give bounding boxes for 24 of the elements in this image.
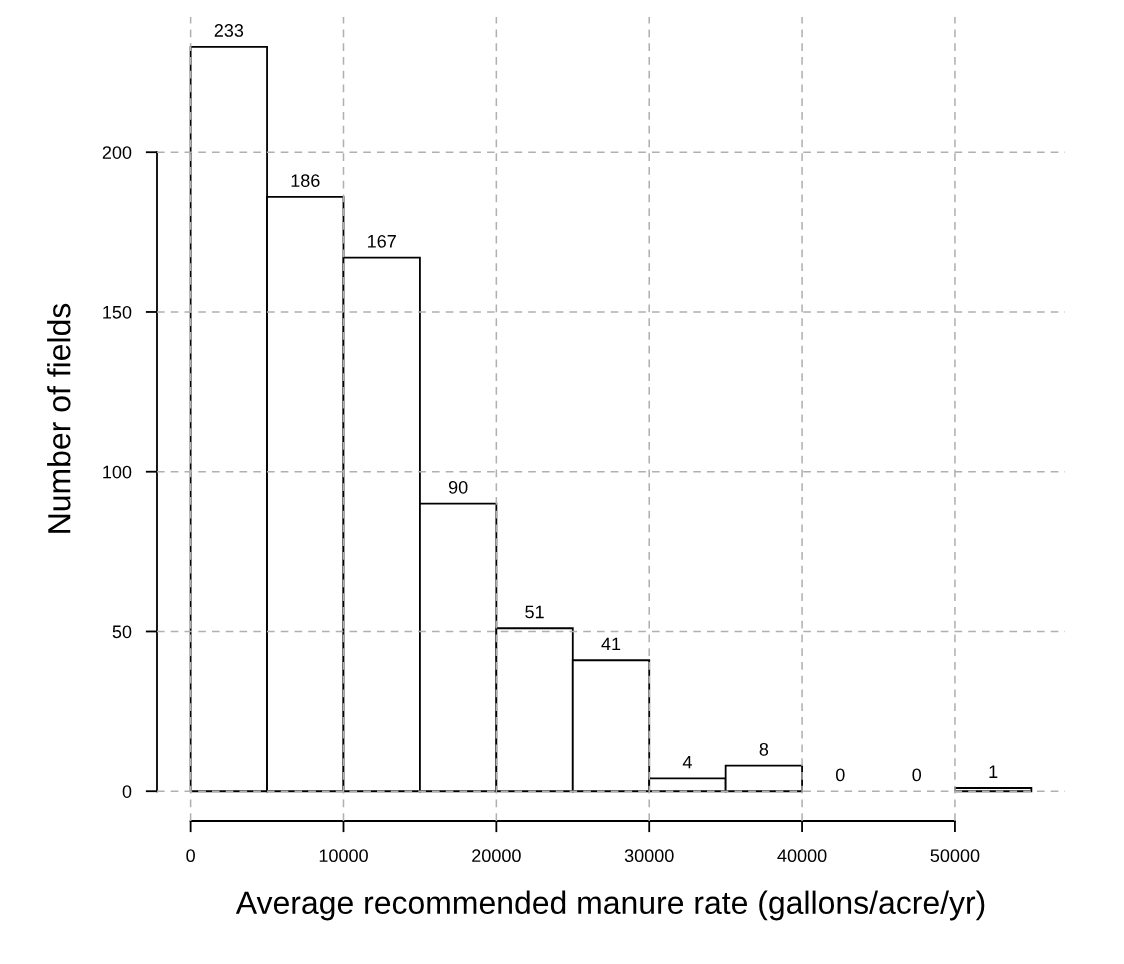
- data-label: 51: [525, 605, 544, 619]
- x-axis-title: Average recommended manure rate (gallons/acre/yr): [235, 890, 985, 921]
- data-label: 167: [368, 234, 396, 248]
- x-tick-label: 30000: [624, 849, 674, 863]
- x-tick-label: 0: [186, 849, 195, 863]
- y-tick-label: 150: [103, 305, 132, 319]
- y-tick-label: 0: [122, 785, 132, 798]
- data-label: 0: [835, 768, 845, 782]
- y-tick-label: 50: [112, 625, 132, 639]
- y-tick-label: 100: [103, 465, 132, 479]
- data-label: 41: [601, 637, 621, 651]
- data-label: 0: [912, 768, 922, 782]
- x-tick-label: 40000: [777, 849, 827, 863]
- data-label: 186: [291, 174, 320, 187]
- x-tick-label: 10000: [319, 849, 368, 863]
- x-tick-label: 50000: [930, 849, 980, 863]
- data-label: 233: [214, 24, 244, 37]
- data-label: 8: [759, 742, 769, 756]
- y-tick-label: 200: [102, 146, 132, 159]
- y-axis-title: Number of fields: [47, 303, 71, 533]
- data-label: 90: [448, 480, 468, 494]
- data-label: 1: [989, 765, 998, 778]
- x-tick-label: 20000: [472, 849, 521, 863]
- data-label: 4: [682, 755, 692, 769]
